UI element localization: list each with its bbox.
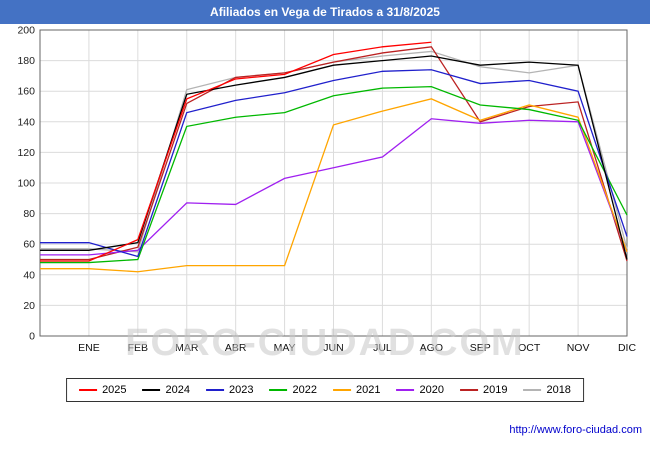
footer-link[interactable]: http://www.foro-ciudad.com [509,424,642,436]
legend-label: 2024 [165,384,191,396]
svg-text:DIC: DIC [618,342,637,354]
svg-text:40: 40 [23,269,35,281]
legend-item-2022: 2022 [269,384,317,396]
svg-text:140: 140 [17,116,35,128]
svg-text:160: 160 [17,86,35,98]
svg-text:100: 100 [17,178,35,190]
legend-label: 2025 [102,384,127,396]
svg-text:AGO: AGO [420,342,443,354]
legend-item-2021: 2021 [333,384,380,396]
svg-text:ENE: ENE [78,342,100,354]
svg-text:SEP: SEP [470,342,491,354]
legend-label: 2021 [356,384,381,396]
chart-title: Afiliados en Vega de Tirados a 31/8/2025 [210,5,440,19]
svg-text:60: 60 [23,239,35,251]
legend-item-2019: 2019 [459,384,508,396]
legend-item-2020: 2020 [396,384,444,396]
legend-swatch [79,389,98,391]
legend-item-2023: 2023 [206,384,254,396]
chart-area: 0 20 40 60 80 100 120 140 160 180 200 ENE FEB MAR ABR M… [0,24,650,365]
svg-text:JUL: JUL [373,342,392,354]
legend-swatch [206,389,225,391]
legend-swatch [523,389,542,391]
svg-text:MAR: MAR [175,342,199,354]
legend-item-2024: 2024 [142,384,191,396]
svg-text:OCT: OCT [518,342,541,354]
title-bar: Afiliados en Vega de Tirados a 31/8/2025 [0,0,650,24]
svg-text:JUN: JUN [323,342,343,354]
legend-item-2018: 2018 [523,384,571,396]
svg-text:FEB: FEB [128,342,148,354]
legend-label: 2019 [482,384,508,396]
legend: 2025 2024 2023 2022 2021 2020 2019 2018 [66,378,584,402]
legend-label: 2022 [292,384,317,396]
svg-text:120: 120 [17,147,35,159]
legend-label: 2018 [546,384,571,396]
svg-text:80: 80 [23,208,35,220]
legend-swatch [142,389,161,391]
svg-text:180: 180 [17,55,35,67]
footer: http://www.foro-ciudad.com [509,424,642,436]
svg-text:0: 0 [29,331,35,343]
svg-text:ABR: ABR [225,342,247,354]
legend-label: 2023 [229,384,254,396]
svg-text:MAY: MAY [274,342,296,354]
legend-swatch [459,389,478,391]
line-chart: 0 20 40 60 80 100 120 140 160 180 200 ENE FEB MAR ABR M… [17,25,637,355]
legend-item-2025: 2025 [79,384,127,396]
svg-text:200: 200 [17,25,35,37]
legend-swatch [396,389,415,391]
legend-swatch [269,389,288,391]
svg-text:20: 20 [23,300,35,312]
legend-label: 2020 [419,384,444,396]
legend-swatch [333,389,351,391]
svg-text:NOV: NOV [567,342,590,354]
